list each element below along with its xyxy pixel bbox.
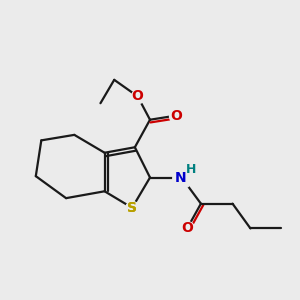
Text: S: S	[127, 201, 137, 215]
Text: O: O	[181, 221, 193, 236]
Text: O: O	[170, 109, 182, 123]
Text: S: S	[127, 201, 137, 215]
Text: O: O	[132, 89, 144, 103]
Text: H: H	[186, 163, 196, 176]
Text: N: N	[175, 170, 186, 184]
